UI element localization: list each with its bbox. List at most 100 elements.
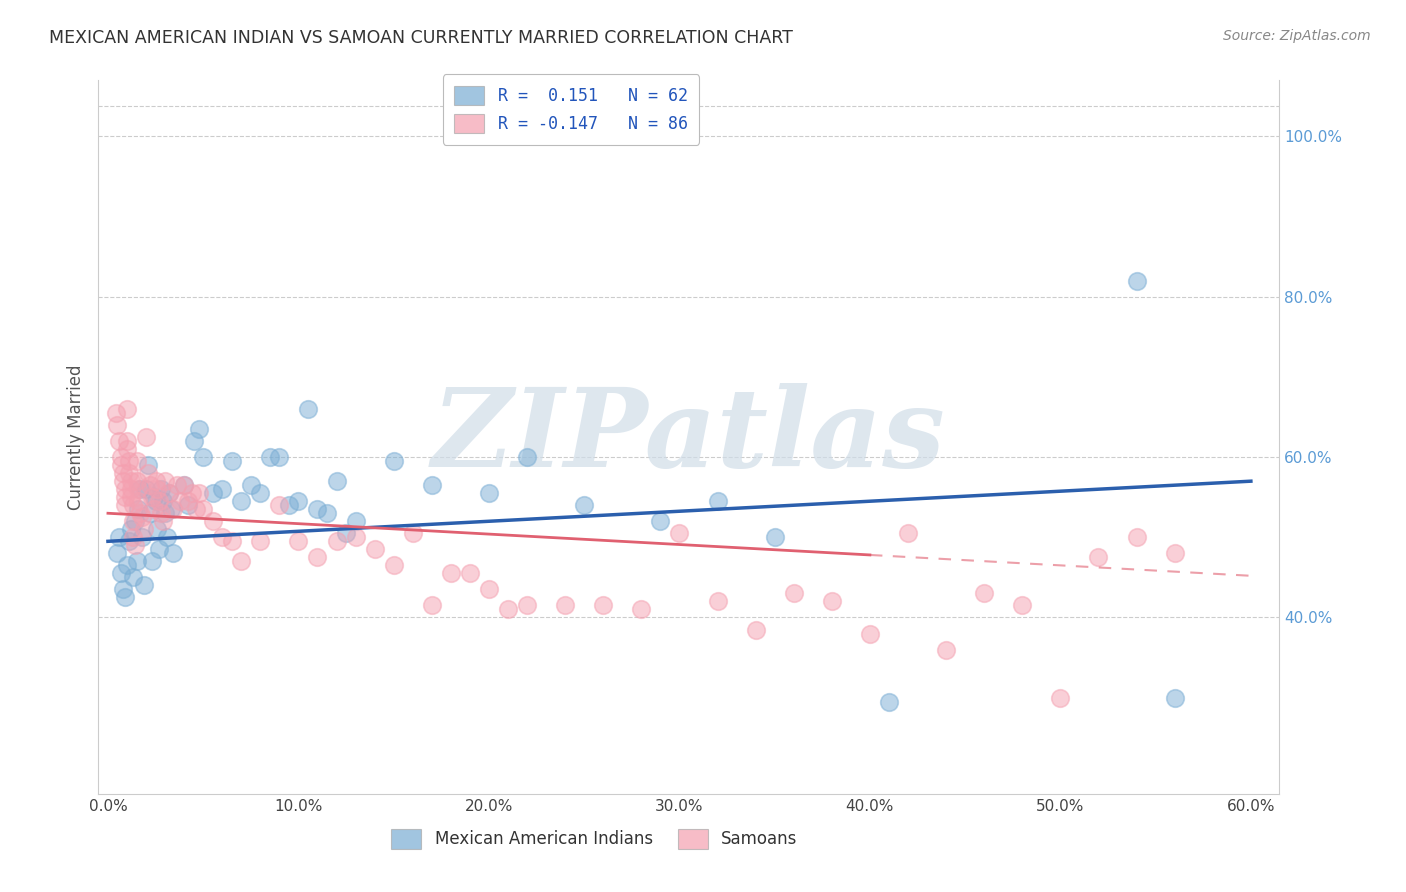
Point bbox=[115, 558, 138, 573]
Point bbox=[193, 450, 215, 464]
Point bbox=[516, 450, 538, 464]
Point bbox=[112, 582, 135, 597]
Point bbox=[249, 486, 271, 500]
Point bbox=[221, 454, 243, 468]
Point bbox=[277, 498, 299, 512]
Point bbox=[108, 530, 131, 544]
Point bbox=[259, 450, 281, 464]
Point bbox=[231, 554, 253, 568]
Point bbox=[1163, 690, 1185, 705]
Point bbox=[897, 526, 920, 541]
Point bbox=[120, 482, 142, 496]
Point bbox=[744, 623, 766, 637]
Legend: Mexican American Indians, Samoans: Mexican American Indians, Samoans bbox=[382, 821, 806, 857]
Point bbox=[110, 566, 132, 581]
Point bbox=[129, 506, 152, 520]
Point bbox=[201, 514, 224, 528]
Point bbox=[402, 526, 425, 541]
Point bbox=[287, 494, 309, 508]
Point bbox=[125, 474, 148, 488]
Point bbox=[141, 554, 163, 568]
Point bbox=[115, 434, 138, 448]
Point bbox=[935, 642, 957, 657]
Point bbox=[125, 454, 148, 468]
Point bbox=[201, 486, 224, 500]
Point bbox=[162, 546, 184, 560]
Point bbox=[146, 522, 169, 536]
Point bbox=[287, 534, 309, 549]
Point bbox=[110, 458, 132, 472]
Point bbox=[136, 466, 159, 480]
Point bbox=[166, 478, 188, 492]
Point bbox=[180, 486, 202, 500]
Point bbox=[153, 474, 176, 488]
Point bbox=[114, 498, 136, 512]
Point bbox=[104, 406, 127, 420]
Point bbox=[157, 486, 180, 500]
Point bbox=[231, 494, 253, 508]
Point bbox=[478, 582, 501, 597]
Point bbox=[630, 602, 652, 616]
Point bbox=[127, 502, 149, 516]
Point bbox=[139, 506, 162, 520]
Point bbox=[131, 530, 153, 544]
Point bbox=[763, 530, 786, 544]
Point bbox=[131, 510, 153, 524]
Point bbox=[1163, 546, 1185, 560]
Point bbox=[1087, 550, 1109, 565]
Point bbox=[516, 599, 538, 613]
Point bbox=[458, 566, 481, 581]
Point bbox=[114, 591, 136, 605]
Point bbox=[136, 458, 159, 472]
Point bbox=[572, 498, 595, 512]
Point bbox=[249, 534, 271, 549]
Point bbox=[114, 482, 136, 496]
Point bbox=[142, 502, 165, 516]
Point bbox=[139, 478, 162, 492]
Point bbox=[120, 522, 142, 536]
Point bbox=[107, 546, 129, 560]
Point bbox=[193, 502, 215, 516]
Point bbox=[382, 558, 405, 573]
Point bbox=[150, 506, 173, 520]
Point bbox=[148, 494, 170, 508]
Point bbox=[1125, 530, 1147, 544]
Point bbox=[1011, 599, 1033, 613]
Point bbox=[335, 526, 357, 541]
Point bbox=[121, 530, 143, 544]
Point bbox=[115, 442, 138, 456]
Point bbox=[120, 490, 142, 504]
Point bbox=[112, 474, 135, 488]
Point bbox=[877, 695, 900, 709]
Point bbox=[152, 514, 174, 528]
Point bbox=[118, 466, 141, 480]
Point bbox=[169, 494, 191, 508]
Point bbox=[239, 478, 262, 492]
Point bbox=[156, 530, 179, 544]
Point bbox=[297, 402, 319, 417]
Point bbox=[134, 522, 156, 536]
Point bbox=[859, 626, 882, 640]
Point bbox=[1049, 690, 1071, 705]
Point bbox=[650, 514, 672, 528]
Point bbox=[821, 594, 844, 608]
Point bbox=[344, 514, 367, 528]
Point bbox=[478, 486, 501, 500]
Point bbox=[124, 514, 146, 528]
Point bbox=[316, 506, 339, 520]
Point bbox=[221, 534, 243, 549]
Point bbox=[135, 430, 157, 444]
Point bbox=[783, 586, 806, 600]
Point bbox=[269, 450, 291, 464]
Point bbox=[125, 554, 148, 568]
Point bbox=[118, 454, 141, 468]
Point bbox=[152, 494, 174, 508]
Point bbox=[145, 494, 167, 508]
Point bbox=[325, 534, 347, 549]
Point bbox=[107, 418, 129, 433]
Point bbox=[177, 494, 200, 508]
Point bbox=[110, 450, 132, 464]
Point bbox=[114, 490, 136, 504]
Point bbox=[706, 594, 728, 608]
Point bbox=[121, 498, 143, 512]
